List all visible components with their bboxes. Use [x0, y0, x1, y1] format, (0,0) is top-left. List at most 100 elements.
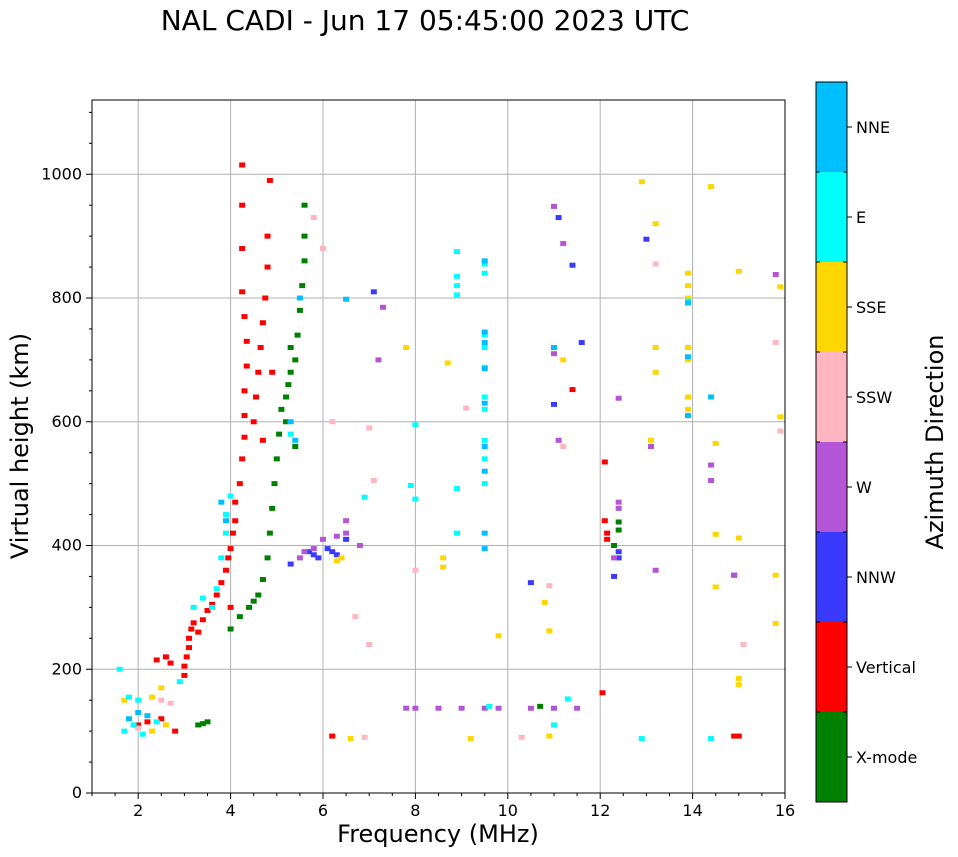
echo-point — [740, 642, 747, 647]
echo-point — [333, 552, 340, 558]
echo-point — [225, 555, 232, 561]
echo-point — [195, 722, 202, 728]
colorbar-tick-label: X-mode — [856, 748, 917, 767]
echo-point — [546, 583, 553, 589]
echo-point — [541, 599, 548, 605]
echo-point — [320, 536, 326, 542]
echo-point — [708, 736, 715, 742]
echo-point — [172, 728, 179, 734]
echo-point — [296, 555, 303, 561]
echo-point — [435, 705, 442, 711]
echo-point — [299, 283, 306, 289]
echo-point — [481, 437, 488, 443]
echo-point — [296, 295, 303, 301]
echo-point — [144, 713, 151, 719]
echo-point — [130, 722, 137, 728]
echo-point — [264, 233, 271, 239]
echo-point — [648, 437, 655, 443]
echo-point — [551, 401, 557, 407]
echo-point — [149, 694, 156, 700]
echo-points — [116, 162, 784, 742]
y-tick-label: 400 — [51, 536, 82, 555]
echo-point — [158, 697, 165, 703]
echo-point — [453, 486, 460, 492]
echo-point — [262, 295, 269, 301]
grid-lines — [92, 100, 786, 794]
echo-point — [204, 607, 211, 613]
echo-point — [246, 604, 253, 610]
echo-point — [638, 736, 645, 742]
echo-point — [241, 413, 248, 419]
colorbar-segment — [816, 712, 847, 802]
echo-point — [287, 345, 294, 350]
echo-point — [615, 555, 622, 561]
echo-point — [222, 567, 229, 573]
echo-point — [403, 345, 410, 350]
echo-point — [555, 437, 562, 443]
echo-point — [453, 249, 460, 255]
echo-point — [292, 437, 299, 443]
echo-point — [190, 604, 197, 610]
echo-point — [684, 283, 691, 289]
echo-point — [527, 705, 534, 711]
colorbar-tick-label: SSW — [856, 388, 892, 407]
echo-point — [495, 633, 502, 639]
echo-point — [352, 614, 359, 620]
echo-point — [199, 617, 206, 623]
echo-point — [772, 572, 779, 578]
echo-point — [250, 598, 257, 604]
echo-point — [458, 705, 465, 711]
echo-point — [684, 300, 691, 306]
colorbar-segment — [816, 352, 847, 442]
echo-point — [777, 284, 784, 290]
echo-point — [243, 363, 250, 369]
plot-frame — [91, 99, 786, 794]
colorbar-segment — [816, 172, 847, 262]
echo-point — [199, 595, 206, 601]
echo-point — [481, 444, 488, 449]
echo-point — [412, 567, 419, 573]
echo-point — [440, 555, 447, 561]
echo-point — [276, 431, 283, 437]
echo-point — [310, 552, 317, 558]
echo-point — [218, 499, 225, 505]
colorbar-tick-label: NNE — [856, 118, 890, 137]
echo-point — [569, 262, 576, 268]
echo-point — [294, 332, 301, 338]
echo-point — [370, 289, 377, 295]
echo-point — [162, 722, 169, 728]
echo-point — [296, 307, 303, 313]
echo-point — [227, 604, 234, 610]
echo-point — [347, 736, 354, 742]
echo-point — [301, 549, 308, 555]
echo-point — [310, 546, 317, 552]
echo-point — [222, 518, 229, 524]
echo-point — [777, 428, 784, 434]
echo-point — [551, 722, 557, 728]
colorbar-segment — [816, 262, 847, 352]
x-tick-label: 8 — [410, 801, 420, 820]
x-tick-label: 12 — [590, 801, 610, 820]
echo-point — [684, 295, 691, 301]
echo-point — [546, 733, 553, 739]
echo-point — [125, 694, 132, 700]
echo-point — [527, 580, 534, 586]
echo-point — [149, 728, 156, 734]
echo-point — [708, 462, 715, 468]
echo-point — [735, 676, 742, 682]
echo-point — [735, 268, 742, 274]
echo-point — [222, 512, 229, 518]
echo-point — [139, 731, 146, 737]
echo-point — [199, 721, 206, 727]
echo-point — [343, 296, 350, 302]
echo-point — [333, 533, 340, 539]
echo-point — [301, 202, 308, 208]
echo-point — [236, 614, 243, 620]
echo-point — [287, 561, 294, 567]
echo-point — [183, 654, 190, 660]
echo-point — [615, 505, 622, 511]
echo-point — [684, 413, 691, 419]
echo-point — [227, 626, 234, 632]
echo-point — [615, 499, 622, 505]
echo-point — [158, 685, 165, 691]
